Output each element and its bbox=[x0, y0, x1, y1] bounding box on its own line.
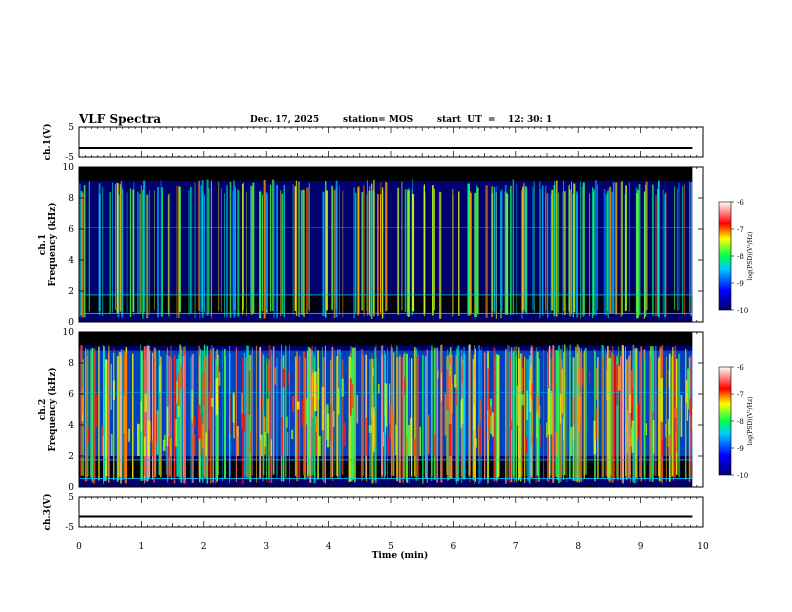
y-axis-label: ch.3(V) bbox=[42, 494, 53, 531]
x-tick-label: 10 bbox=[697, 542, 709, 552]
station-label: station= MOS bbox=[343, 115, 414, 125]
x-tick-label: 4 bbox=[326, 542, 332, 552]
y-tick-label: 0 bbox=[68, 318, 74, 328]
y-tick-label: 2 bbox=[68, 452, 74, 462]
y-tick-label: -5 bbox=[65, 523, 74, 533]
y-tick-label: 2 bbox=[68, 287, 74, 297]
y-tick-label: 4 bbox=[68, 256, 74, 266]
y-tick-label: 5 bbox=[68, 493, 74, 503]
y-tick-label: 6 bbox=[68, 225, 74, 235]
x-tick-label: 2 bbox=[201, 542, 207, 552]
colorbar-tick-label: -9 bbox=[737, 280, 744, 288]
colorbar-ch2: -6 -7 -8 -9 -10 log(PSD)(V²/Hz) bbox=[718, 364, 754, 480]
y-axis-label: ch.1 bbox=[38, 234, 48, 255]
x-tick-label: 3 bbox=[263, 542, 269, 552]
start-time: 12: 30: 1 bbox=[508, 115, 553, 125]
y-tick-label: 4 bbox=[68, 421, 74, 431]
figure-title: VLF Spectra bbox=[79, 112, 162, 126]
y-axis-label: Frequency (kHz) bbox=[47, 202, 58, 286]
y-tick-label: 8 bbox=[68, 194, 74, 204]
y-tick-label: 0 bbox=[68, 483, 74, 493]
colorbar-tick-label: -6 bbox=[737, 199, 744, 207]
x-tick-label: 1 bbox=[139, 542, 145, 552]
x-tick-label: 9 bbox=[638, 542, 644, 552]
colorbar-tick-label: -10 bbox=[737, 307, 748, 315]
colorbar-tick-label: -8 bbox=[737, 253, 744, 261]
y-tick-label: -5 bbox=[65, 153, 74, 163]
colorbar-tick-label: -6 bbox=[737, 364, 744, 372]
y-tick-label: 6 bbox=[68, 390, 74, 400]
date-label: Dec. 17, 2025 bbox=[250, 115, 320, 125]
x-tick-label: 7 bbox=[513, 542, 519, 552]
y-tick-label: 10 bbox=[63, 163, 75, 173]
y-tick-label: 8 bbox=[68, 359, 74, 369]
x-axis-label: Time (min) bbox=[372, 550, 429, 561]
x-tick-label: 8 bbox=[575, 542, 581, 552]
colorbar-tick-label: -9 bbox=[737, 445, 744, 453]
y-tick-label: 10 bbox=[63, 328, 75, 338]
start-label: start UT = bbox=[437, 115, 496, 125]
x-tick-label: 5 bbox=[388, 542, 394, 552]
y-axis-label: ch.2 bbox=[38, 399, 48, 420]
y-tick-label: 5 bbox=[68, 123, 74, 133]
colorbar-tick-label: -8 bbox=[737, 418, 744, 426]
colorbar-ch1: -6 -7 -8 -9 -10 log(PSD)(V²/Hz) bbox=[718, 199, 754, 315]
spectrogram-ch1 bbox=[79, 167, 703, 322]
colorbar-tick-label: -7 bbox=[737, 226, 744, 234]
colorbar-label: log(PSD)(V²/Hz) bbox=[747, 232, 754, 281]
colorbar-tick-label: -10 bbox=[737, 472, 748, 480]
x-tick-label: 6 bbox=[451, 542, 457, 552]
y-axis-label: Frequency (kHz) bbox=[47, 367, 58, 451]
y-axis-label: ch.1(V) bbox=[42, 124, 53, 161]
spectrogram-ch2 bbox=[79, 332, 703, 487]
x-tick-label: 0 bbox=[76, 542, 82, 552]
colorbar-tick-label: -7 bbox=[737, 391, 744, 399]
colorbar-label: log(PSD)(V²/Hz) bbox=[747, 397, 754, 446]
